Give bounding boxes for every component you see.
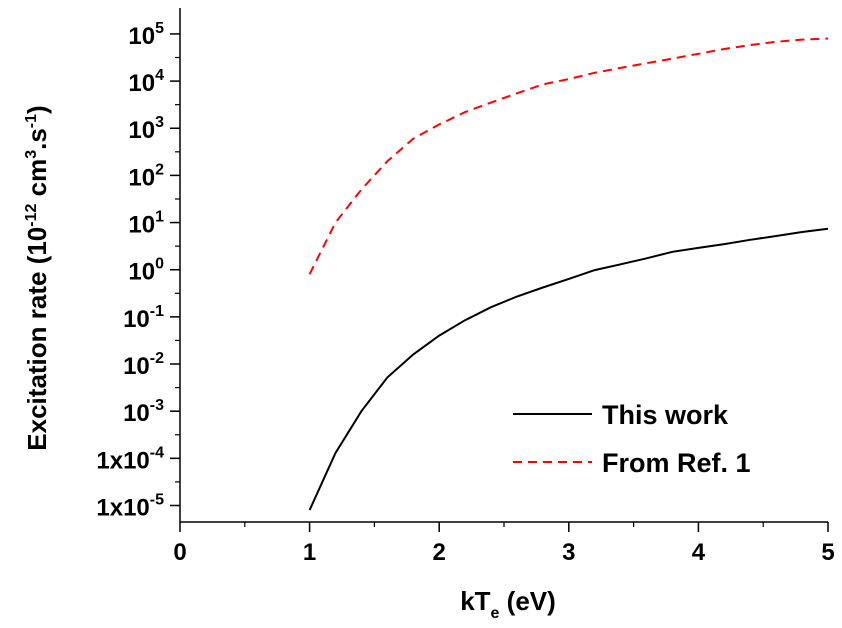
y-tick-label: 10-3 bbox=[123, 397, 164, 427]
y-ticks: 1x10-5 1x10-4 10-3 10-2 10-1 100 101 102 103 104 1… bbox=[96, 20, 180, 521]
legend: This work From Ref. 1 bbox=[513, 400, 751, 478]
x-tick-label: 3 bbox=[562, 539, 575, 566]
y-tick-label: 1x10-5 bbox=[96, 491, 164, 521]
x-tick-label: 4 bbox=[692, 539, 706, 566]
y-tick-label: 10-2 bbox=[123, 350, 164, 380]
y-tick-label: 1x10-4 bbox=[96, 444, 164, 474]
y-tick-label: 101 bbox=[128, 209, 164, 239]
legend-label-1: This work bbox=[602, 400, 729, 430]
y-tick-label: 105 bbox=[128, 20, 164, 50]
y-tick-label: 100 bbox=[128, 256, 164, 286]
axes bbox=[179, 8, 828, 523]
x-tick-label: 2 bbox=[433, 539, 446, 566]
y-tick-label: 10-1 bbox=[123, 303, 164, 333]
series-line-1 bbox=[308, 227, 829, 511]
x-tick-label: 5 bbox=[821, 539, 834, 566]
y-tick-label: 102 bbox=[128, 161, 164, 191]
x-tick-label: 0 bbox=[173, 539, 186, 566]
x-ticks: 0 1 2 3 4 5 bbox=[173, 522, 835, 566]
series-line-2 bbox=[308, 37, 829, 275]
series-layer bbox=[308, 37, 829, 511]
legend-label-2: From Ref. 1 bbox=[602, 448, 751, 478]
y-tick-label: 104 bbox=[128, 67, 164, 97]
x-tick-label: 1 bbox=[303, 539, 316, 566]
x-axis-title: kTe (eV) bbox=[460, 586, 556, 622]
y-axis-title: Excitation rate (10-12 cm3.s-1) bbox=[22, 105, 52, 450]
y-tick-label: 103 bbox=[128, 114, 164, 144]
